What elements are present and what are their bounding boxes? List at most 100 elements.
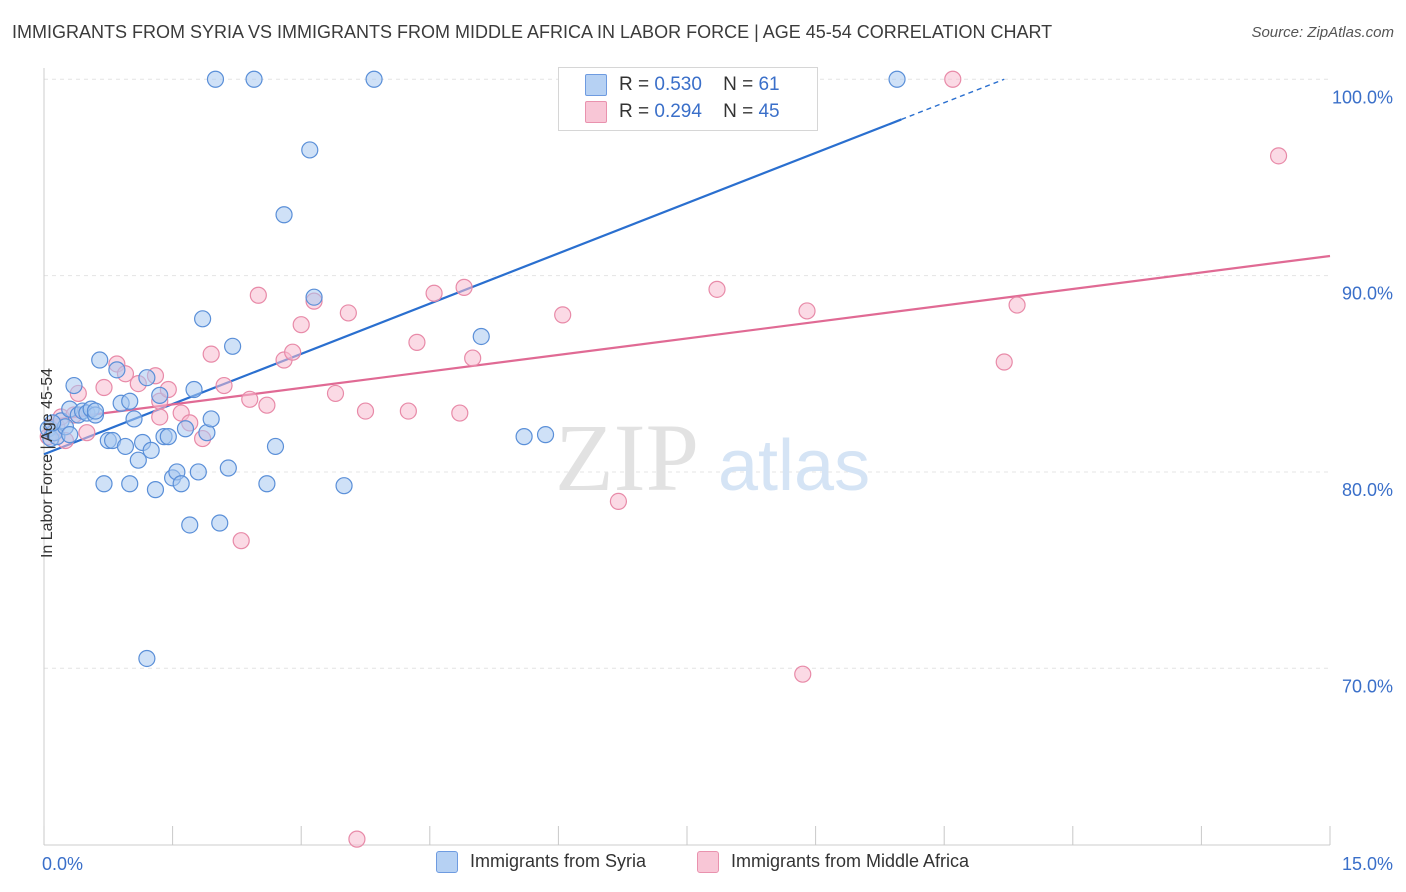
syria-point-45 xyxy=(259,476,275,492)
syria-point-53 xyxy=(516,429,532,445)
syria-point-44 xyxy=(246,71,262,87)
trendline-africa xyxy=(44,256,1330,421)
africa-point-23 xyxy=(250,287,266,303)
syria-point-37 xyxy=(195,311,211,327)
syria-point-55 xyxy=(889,71,905,87)
africa-point-27 xyxy=(293,317,309,333)
africa-point-30 xyxy=(340,305,356,321)
gridlines xyxy=(44,79,1330,668)
africa-point-20 xyxy=(216,378,232,394)
africa-point-31 xyxy=(349,831,365,847)
syria-point-27 xyxy=(152,387,168,403)
syria-point-32 xyxy=(173,476,189,492)
syria-point-19 xyxy=(117,438,133,454)
syria-point-34 xyxy=(182,517,198,533)
syria-point-52 xyxy=(473,328,489,344)
africa-point-39 xyxy=(555,307,571,323)
syria-point-57 xyxy=(87,403,103,419)
y-axis-label-wrap: In Labor Force | Age 45-54 xyxy=(18,0,42,892)
y-tick-label-90: 90.0% xyxy=(1342,284,1393,304)
syria-point-25 xyxy=(143,442,159,458)
x-tick-label-start: 0.0% xyxy=(42,854,83,874)
legend-africa-n-label: N = xyxy=(723,101,753,122)
legend-africa-n-value: 45 xyxy=(758,101,779,122)
syria-point-50 xyxy=(336,478,352,494)
legend-row-africa: R = 0.294 N = 45 xyxy=(585,101,780,129)
y-axis-label: In Labor Force | Age 45-54 xyxy=(39,368,57,558)
syria-point-54 xyxy=(538,427,554,443)
africa-point-7 xyxy=(79,425,95,441)
africa-point-38 xyxy=(465,350,481,366)
legend-africa-r-value: 0.294 xyxy=(654,101,702,122)
syria-point-51 xyxy=(366,71,382,87)
africa-point-26 xyxy=(285,344,301,360)
syria-point-49 xyxy=(306,289,322,305)
syria-point-26 xyxy=(147,482,163,498)
syria-point-43 xyxy=(225,338,241,354)
africa-point-33 xyxy=(400,403,416,419)
y-tick-label-80: 80.0% xyxy=(1342,480,1393,500)
syria-point-33 xyxy=(177,421,193,437)
africa-point-46 xyxy=(1009,297,1025,313)
africa-point-8 xyxy=(96,380,112,396)
syria-point-21 xyxy=(126,411,142,427)
africa-point-37 xyxy=(456,279,472,295)
legend-africa-r-label: R = xyxy=(619,101,649,122)
africa-point-32 xyxy=(358,403,374,419)
bottom-legend-syria: Immigrants from Syria xyxy=(436,851,646,873)
syria-point-17 xyxy=(109,362,125,378)
syria-point-13 xyxy=(92,352,108,368)
syria-point-41 xyxy=(212,515,228,531)
africa-point-47 xyxy=(1271,148,1287,164)
syria-point-24 xyxy=(139,370,155,386)
syria-point-29 xyxy=(160,429,176,445)
bottom-legend-africa: Immigrants from Middle Africa xyxy=(697,851,969,873)
syria-point-40 xyxy=(207,71,223,87)
syria-point-14 xyxy=(96,476,112,492)
syria-point-39 xyxy=(203,411,219,427)
africa-point-41 xyxy=(709,281,725,297)
bottom-legend-swatch-africa xyxy=(697,851,719,873)
africa-point-43 xyxy=(799,303,815,319)
africa-point-19 xyxy=(203,346,219,362)
africa-point-21 xyxy=(233,533,249,549)
africa-point-29 xyxy=(327,385,343,401)
y-tick-label-70: 70.0% xyxy=(1342,676,1393,696)
legend-syria-n-label: N = xyxy=(723,74,753,95)
africa-point-36 xyxy=(452,405,468,421)
syria-point-7 xyxy=(66,378,82,394)
africa-point-42 xyxy=(795,666,811,682)
legend-syria-n-value: 61 xyxy=(758,74,779,95)
bottom-legend-swatch-syria xyxy=(436,851,458,873)
syria-point-42 xyxy=(220,460,236,476)
bottom-legend-label-syria: Immigrants from Syria xyxy=(470,851,646,871)
legend-swatch-africa xyxy=(585,101,607,123)
africa-point-24 xyxy=(259,397,275,413)
bottom-legend-label-africa: Immigrants from Middle Africa xyxy=(731,851,969,871)
legend-box: R = 0.530 N = 61 R = 0.294 N = 45 xyxy=(558,67,818,131)
africa-point-35 xyxy=(426,285,442,301)
syria-point-36 xyxy=(190,464,206,480)
series-syria-points xyxy=(40,71,905,666)
africa-point-34 xyxy=(409,334,425,350)
legend-row-syria: R = 0.530 N = 61 xyxy=(585,74,780,102)
syria-point-47 xyxy=(276,207,292,223)
watermark-zip: ZIP xyxy=(555,404,699,511)
africa-point-14 xyxy=(152,409,168,425)
syria-point-58 xyxy=(122,393,138,409)
trendlines xyxy=(44,79,1330,454)
legend-swatch-syria xyxy=(585,74,607,96)
watermark-atlas: atlas xyxy=(718,426,870,506)
africa-point-22 xyxy=(242,391,258,407)
chart-svg: ZIP atlas 70.0% 80.0% 90.0% 100.0% 0.0% 15.0% xyxy=(0,0,1406,892)
syria-point-48 xyxy=(302,142,318,158)
africa-point-45 xyxy=(996,354,1012,370)
africa-point-44 xyxy=(945,71,961,87)
y-tick-label-100: 100.0% xyxy=(1332,87,1393,107)
legend-syria-r-label: R = xyxy=(619,74,649,95)
syria-point-56 xyxy=(139,650,155,666)
syria-point-46 xyxy=(267,438,283,454)
x-tick-label-end: 15.0% xyxy=(1342,854,1393,874)
africa-point-40 xyxy=(610,493,626,509)
legend-syria-r-value: 0.530 xyxy=(654,74,702,95)
